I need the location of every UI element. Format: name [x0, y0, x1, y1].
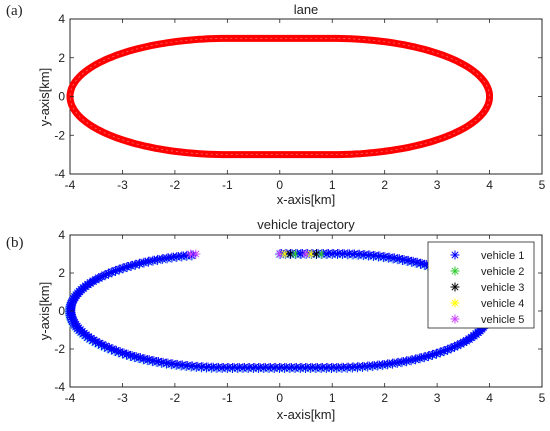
vehicle-1-marker [240, 363, 249, 371]
panel-b-x-axis-label: x-axis[km] [277, 407, 336, 422]
vehicle-1-marker [250, 363, 259, 371]
y-tick-label: -4 [54, 380, 65, 394]
legend-marker [450, 266, 460, 276]
y-tick-label: 0 [58, 90, 65, 104]
panel-b-y-ticks: -4 -2 0 2 4 [54, 228, 542, 394]
vehicle-5-end-marker [186, 249, 196, 259]
legend-item: vehicle 3 [450, 282, 524, 294]
legend-marker [450, 298, 460, 308]
legend-label: vehicle 1 [481, 250, 524, 262]
y-tick-label: 4 [58, 228, 65, 242]
legend-item: vehicle 2 [450, 266, 524, 278]
vehicle-1-marker [345, 249, 354, 258]
x-tick-label: -3 [117, 178, 128, 192]
vehicle-1-marker [323, 363, 332, 371]
legend-item: vehicle 1 [450, 250, 524, 262]
x-tick-label: 1 [329, 178, 336, 192]
x-tick-label: -4 [65, 178, 76, 192]
vehicle-5-start-marker [301, 249, 311, 259]
x-tick-label: 0 [276, 178, 283, 192]
panel-b: (b) vehicle trajectory -4 -3 -2 -1 0 1 2 3 4 5 -4… [6, 217, 546, 422]
vehicle-1-marker [339, 362, 348, 371]
y-tick-label: -4 [54, 167, 65, 181]
legend-item: vehicle 4 [450, 298, 524, 310]
x-tick-label: -1 [222, 391, 233, 405]
vehicle-2-start-marker [317, 249, 327, 259]
y-tick-label: 2 [58, 51, 65, 65]
panel-b-letter: (b) [6, 235, 24, 251]
x-tick-label: 5 [539, 391, 546, 405]
vehicle-1-marker [350, 249, 359, 258]
legend-label: vehicle 3 [481, 282, 524, 294]
x-tick-label: 2 [381, 178, 388, 192]
panel-a-y-ticks: -4 -2 0 2 4 [54, 12, 542, 181]
legend-marker [450, 282, 460, 292]
y-tick-label: -2 [54, 128, 65, 142]
legend-label: vehicle 5 [481, 314, 524, 326]
y-tick-label: 0 [58, 304, 65, 318]
x-tick-label: 2 [381, 391, 388, 405]
vehicle-1-marker [302, 363, 311, 371]
x-tick-label: -2 [170, 178, 181, 192]
legend-box [427, 241, 535, 329]
panel-a-plot-area [69, 18, 543, 175]
x-tick-label: -2 [170, 391, 181, 405]
legend-marker [450, 250, 460, 260]
x-tick-label: 4 [486, 391, 493, 405]
vehicle-1-start-marker [296, 249, 306, 259]
lane-series-texture [69, 38, 490, 156]
vehicle-1-marker [219, 362, 228, 371]
y-tick-label: -2 [54, 342, 65, 356]
vehicle-1-marker [209, 362, 218, 371]
panel-a-title: lane [294, 2, 319, 17]
panel-b-title: vehicle trajectory [257, 217, 355, 232]
panel-b-legend: vehicle 1 vehicle 2 vehicle 3 vehicle 4 vehi… [427, 241, 535, 329]
vehicle-1-marker [271, 363, 280, 371]
x-tick-label: -3 [117, 391, 128, 405]
x-tick-label: -4 [65, 391, 76, 405]
x-tick-label: 3 [434, 391, 441, 405]
x-tick-label: 5 [539, 178, 546, 192]
x-tick-label: 0 [276, 391, 283, 405]
panel-b-series [64, 249, 496, 373]
vehicle-1-start-marker [322, 249, 332, 259]
vehicle-1-marker [355, 249, 364, 258]
x-tick-label: 4 [486, 178, 493, 192]
vehicle-1-marker [334, 249, 343, 258]
y-tick-label: 2 [58, 266, 65, 280]
panel-a: (a) lane -4 -3 -2 -1 0 1 2 3 4 5 -4 -2 0 2 4 x-axis[k… [6, 2, 546, 207]
x-tick-label: 3 [434, 178, 441, 192]
legend-label: vehicle 4 [481, 298, 524, 310]
x-tick-label: 1 [329, 391, 336, 405]
vehicle-1-marker [340, 249, 349, 258]
vehicle-1-marker [318, 363, 327, 371]
panel-a-letter: (a) [6, 3, 23, 19]
x-tick-label: -1 [222, 178, 233, 192]
vehicle-4-start-marker [306, 249, 316, 259]
y-tick-label: 4 [58, 12, 65, 26]
vehicle-1-marker [308, 363, 317, 371]
vehicle-1-marker [370, 250, 379, 259]
panel-a-x-ticks: -4 -3 -2 -1 0 1 2 3 4 5 [65, 19, 546, 192]
panel-a-series [66, 34, 493, 159]
panel-b-y-axis-label: y-axis[km] [37, 282, 52, 341]
legend-marker [450, 314, 460, 324]
vehicle-1-marker [169, 252, 178, 261]
panel-b-x-ticks: -4 -3 -2 -1 0 1 2 3 4 5 [65, 235, 546, 405]
legend-item: vehicle 5 [450, 314, 524, 326]
panel-a-x-axis-label: x-axis[km] [277, 192, 336, 207]
vehicle-1-marker [235, 363, 244, 371]
vehicle-5-end-marker [191, 249, 201, 259]
vehicle-1-marker [375, 251, 384, 260]
legend-label: vehicle 2 [481, 266, 524, 278]
panel-a-y-axis-label: y-axis[km] [37, 68, 52, 127]
vehicle-1-marker [193, 361, 202, 370]
